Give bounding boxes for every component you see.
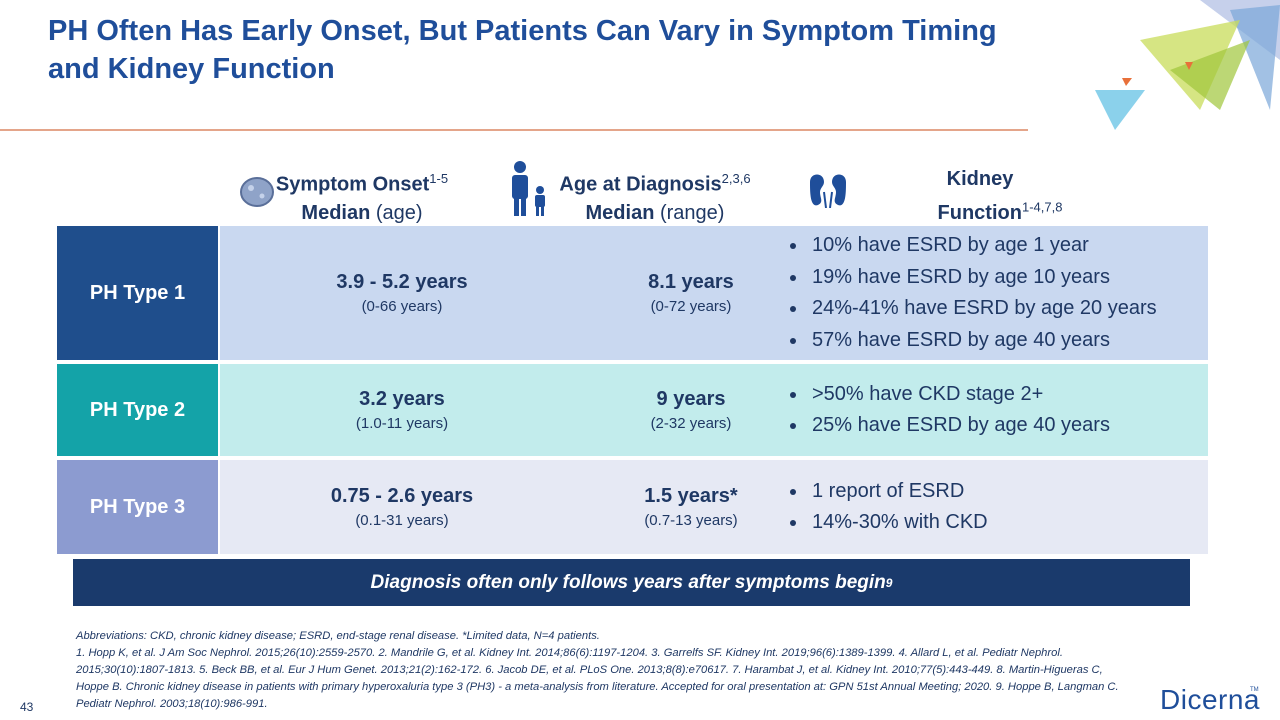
divider: [0, 129, 1028, 131]
kidney-item: 24%-41% have ESRD by age 20 years: [808, 293, 1157, 325]
main-value: 3.9 - 5.2 years: [336, 271, 468, 293]
range: (2-32 years): [650, 415, 732, 432]
range: (0.7-13 years): [644, 512, 738, 529]
diagnosis-cell: 9 years (2-32 years): [561, 364, 821, 456]
decoration: [1095, 0, 1280, 130]
header-kidney: Kidney Function1-4,7,8: [937, 168, 1063, 224]
kidney-list: >50% have CKD stage 2+25% have ESRD by a…: [778, 379, 1110, 442]
row-label: PH Type 2: [57, 364, 218, 456]
main-value: 3.2 years: [359, 388, 445, 410]
range: (0.1-31 years): [355, 512, 449, 529]
onset-cell: 3.9 - 5.2 years (0-66 years): [272, 226, 532, 360]
main-value: 8.1 years: [648, 271, 734, 293]
range: (0-66 years): [361, 298, 443, 315]
row-body: 3.2 years (1.0-11 years) 9 years (2-32 year…: [220, 364, 1208, 456]
kidney-cell: >50% have CKD stage 2+25% have ESRD by a…: [778, 364, 1208, 456]
footnotes: Abbreviations: CKD, chronic kidney disea…: [76, 628, 1136, 713]
trademark: TM: [1250, 687, 1259, 693]
diagnosis-cell: 1.5 years* (0.7-13 years): [561, 460, 821, 554]
kidney-item: 10% have ESRD by age 1 year: [808, 230, 1157, 262]
header-onset: Symptom Onset1-5 Median (age): [275, 171, 449, 224]
row-body: 0.75 - 2.6 years (0.1-31 years) 1.5 years*…: [220, 460, 1208, 554]
kidney-list: 1 report of ESRD14%-30% with CKD: [778, 476, 988, 539]
onset-cell: 0.75 - 2.6 years (0.1-31 years): [272, 460, 532, 554]
kidney-cell: 10% have ESRD by age 1 year19% have ESRD…: [778, 226, 1208, 360]
banner: Diagnosis often only follows years after…: [73, 559, 1190, 606]
row-body: 3.9 - 5.2 years (0-66 years) 8.1 years (0-7…: [220, 226, 1208, 360]
kidney-item: 25% have ESRD by age 40 years: [808, 410, 1110, 442]
kidney-item: 19% have ESRD by age 10 years: [808, 262, 1157, 294]
footnote: 1. Hopp K, et al. J Am Soc Nephrol. 2015…: [76, 647, 1119, 710]
row-label: PH Type 3: [57, 460, 218, 554]
kidney-cell: 1 report of ESRD14%-30% with CKD: [778, 460, 1208, 554]
kidney-icon: [810, 174, 846, 208]
footnote: Abbreviations: CKD, chronic kidney disea…: [76, 630, 600, 642]
kidney-item: 14%-30% with CKD: [808, 507, 988, 539]
header-diagnosis: Age at Diagnosis2,3,6 Median (range): [559, 171, 751, 224]
kidney-item: >50% have CKD stage 2+: [808, 379, 1110, 411]
page-number: 43: [20, 700, 34, 714]
title: PH Often Has Early Onset, But Patients C…: [48, 15, 997, 85]
diagnosis-cell: 8.1 years (0-72 years): [561, 226, 821, 360]
logo: Dicerna: [1160, 684, 1260, 715]
stone-icon: [240, 177, 274, 207]
kidney-list: 10% have ESRD by age 1 year19% have ESRD…: [778, 230, 1157, 356]
people-icon: [512, 161, 545, 216]
range: (1.0-11 years): [355, 415, 449, 432]
onset-cell: 3.2 years (1.0-11 years): [272, 364, 532, 456]
range: (0-72 years): [650, 298, 732, 315]
row-label: PH Type 1: [57, 226, 218, 360]
main-value: 1.5 years*: [644, 485, 738, 507]
kidney-item: 57% have ESRD by age 40 years: [808, 325, 1157, 357]
main-value: 0.75 - 2.6 years: [330, 485, 474, 507]
main-value: 9 years: [656, 388, 726, 410]
kidney-item: 1 report of ESRD: [808, 476, 988, 508]
